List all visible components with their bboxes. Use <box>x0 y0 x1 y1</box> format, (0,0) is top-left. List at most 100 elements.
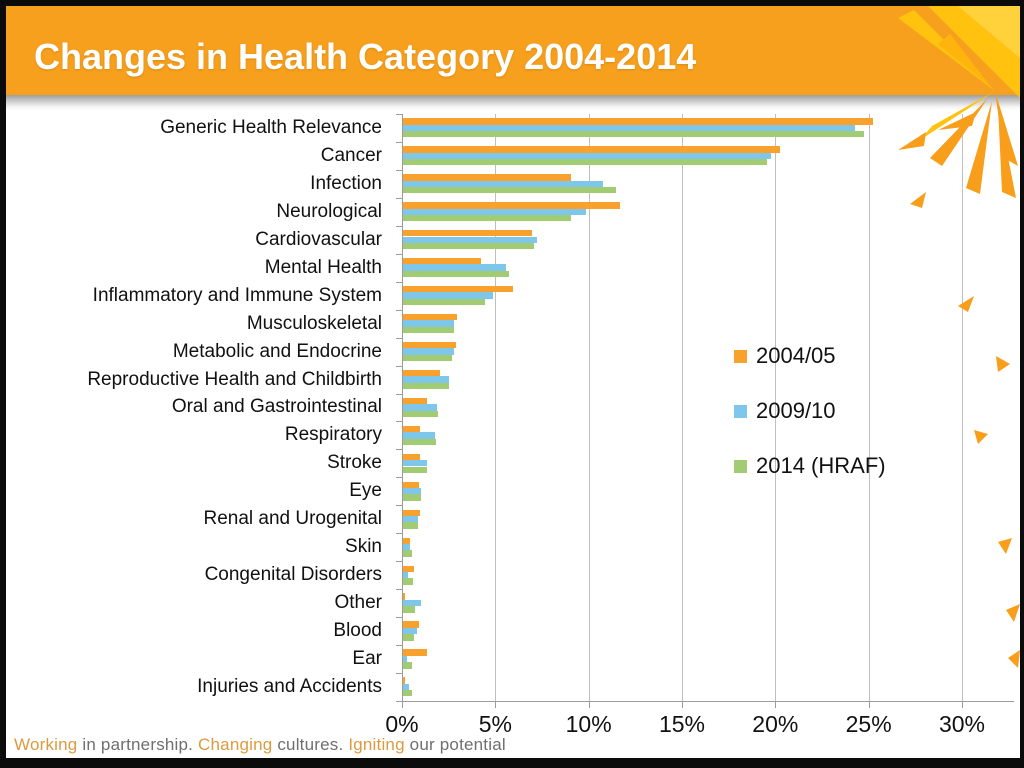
gridline <box>682 114 683 701</box>
legend-label: 2014 (HRAF) <box>756 453 886 478</box>
bar-2014-hraf- <box>403 634 415 641</box>
bar-2014-hraf- <box>403 522 418 529</box>
bar-2004-05 <box>403 481 419 489</box>
bar-2004-05 <box>403 621 419 628</box>
bar-2009-10 <box>403 376 449 383</box>
bar-2009-10 <box>403 543 410 551</box>
bar-2009-10 <box>403 460 428 467</box>
y-axis-tick <box>396 477 402 479</box>
bar-2004-05 <box>403 258 482 265</box>
x-tick-label: 25% <box>845 710 892 737</box>
y-axis-tick <box>396 533 402 535</box>
y-axis-tick <box>396 589 402 591</box>
bar-2004-05 <box>403 537 411 544</box>
x-tick-label: 5% <box>478 710 512 737</box>
category-label: Respiratory <box>284 424 382 446</box>
x-axis-tick <box>682 700 683 708</box>
bar-2014-hraf- <box>403 494 421 501</box>
bar-2009-10 <box>403 152 771 160</box>
bar-2014-hraf- <box>403 438 436 445</box>
bar-2014-hraf- <box>403 242 534 250</box>
category-label: Renal and Urogenital <box>203 508 382 530</box>
category-label: Skin <box>345 536 382 558</box>
y-axis-tick <box>396 393 402 395</box>
category-label: Neurological <box>276 200 382 222</box>
bar-2004-05 <box>403 313 458 321</box>
y-axis-tick <box>396 365 402 367</box>
chart-legend: 2004/05 2009/10 2014 (HRAF) <box>734 343 886 478</box>
x-axis-tick <box>775 700 777 708</box>
y-axis-tick <box>396 281 402 283</box>
category-label: Inflammatory and Immune System <box>92 284 382 306</box>
category-label: Blood <box>333 620 382 642</box>
bar-2009-10 <box>403 571 408 579</box>
category-label: Mental Health <box>264 256 382 278</box>
bar-2014-hraf- <box>403 550 413 557</box>
bar-2004-05 <box>403 425 420 433</box>
category-label: Infection <box>310 172 382 194</box>
bar-2009-10 <box>403 599 421 607</box>
footer-segment: our potential <box>404 735 506 754</box>
gridline <box>962 114 963 701</box>
y-axis-tick <box>396 449 402 451</box>
bar-2009-10 <box>403 320 455 327</box>
bar-2014-hraf- <box>403 382 449 390</box>
x-tick-label: 15% <box>658 710 706 737</box>
y-axis-tick <box>396 169 402 171</box>
y-axis-tick <box>396 225 402 227</box>
bar-2004-05 <box>403 230 532 237</box>
bar-2004-05 <box>403 202 620 209</box>
bar-2009-10 <box>403 516 418 523</box>
x-axis-tick <box>402 700 403 708</box>
category-label: Ear <box>352 648 382 670</box>
x-axis-line <box>396 700 1014 702</box>
footer-segment: Working <box>14 735 78 754</box>
bar-2004-05 <box>403 453 420 461</box>
bar-2014-hraf- <box>403 578 414 585</box>
category-label: Musculoskeletal <box>246 312 382 334</box>
legend-item: 2014 (HRAF) <box>734 453 886 478</box>
category-label: Reproductive Health and Childbirth <box>87 368 382 390</box>
bar-2009-10 <box>403 627 417 635</box>
bar-2004-05 <box>403 174 571 181</box>
bar-2004-05 <box>403 286 514 293</box>
bar-2004-05 <box>403 369 441 377</box>
bar-2014-hraf- <box>403 690 413 697</box>
footer-segment: Changing <box>198 735 273 754</box>
bar-2009-10 <box>403 236 538 243</box>
category-label: Injuries and Accidents <box>197 675 382 697</box>
x-tick-label: 30% <box>938 710 986 737</box>
header-shadow <box>6 95 1020 110</box>
bar-2009-10 <box>403 348 455 355</box>
x-tick-label: 20% <box>752 710 799 737</box>
footer-tagline: Working in partnership. Changing culture… <box>14 735 506 755</box>
legend-swatch-icon <box>734 459 747 473</box>
x-tick-label: 0% <box>385 710 419 737</box>
bar-chart: 0% 5% 10% 15% 20% 25% 30% Generic Health Releva… <box>6 6 1020 758</box>
bar-2004-05 <box>403 649 428 656</box>
gridline <box>868 114 870 701</box>
bar-2004-05 <box>403 509 420 516</box>
bar-2014-hraf- <box>403 326 455 334</box>
y-axis-tick <box>396 617 402 619</box>
bar-2009-10 <box>403 488 421 495</box>
category-label: Metabolic and Endocrine <box>172 340 382 362</box>
bar-2014-hraf- <box>403 662 413 669</box>
x-axis-tick <box>868 700 870 708</box>
bar-2009-10 <box>403 683 409 691</box>
bar-2009-10 <box>403 292 493 299</box>
bar-2009-10 <box>403 655 407 663</box>
legend-item: 2004/05 <box>734 343 886 368</box>
y-axis-tick <box>396 337 402 339</box>
bar-2004-05 <box>403 341 457 349</box>
gridline <box>588 114 590 701</box>
bar-2004-05 <box>403 677 405 684</box>
bar-2004-05 <box>403 118 874 125</box>
footer-segment: cultures. <box>272 735 349 754</box>
legend-label: 2009/10 <box>756 398 836 423</box>
y-axis-tick <box>396 505 402 507</box>
bar-2009-10 <box>403 432 435 439</box>
category-label: Eye <box>349 480 382 502</box>
slide-title: Changes in Health Category 2004-2014 <box>34 35 697 77</box>
y-axis-tick <box>396 253 402 255</box>
